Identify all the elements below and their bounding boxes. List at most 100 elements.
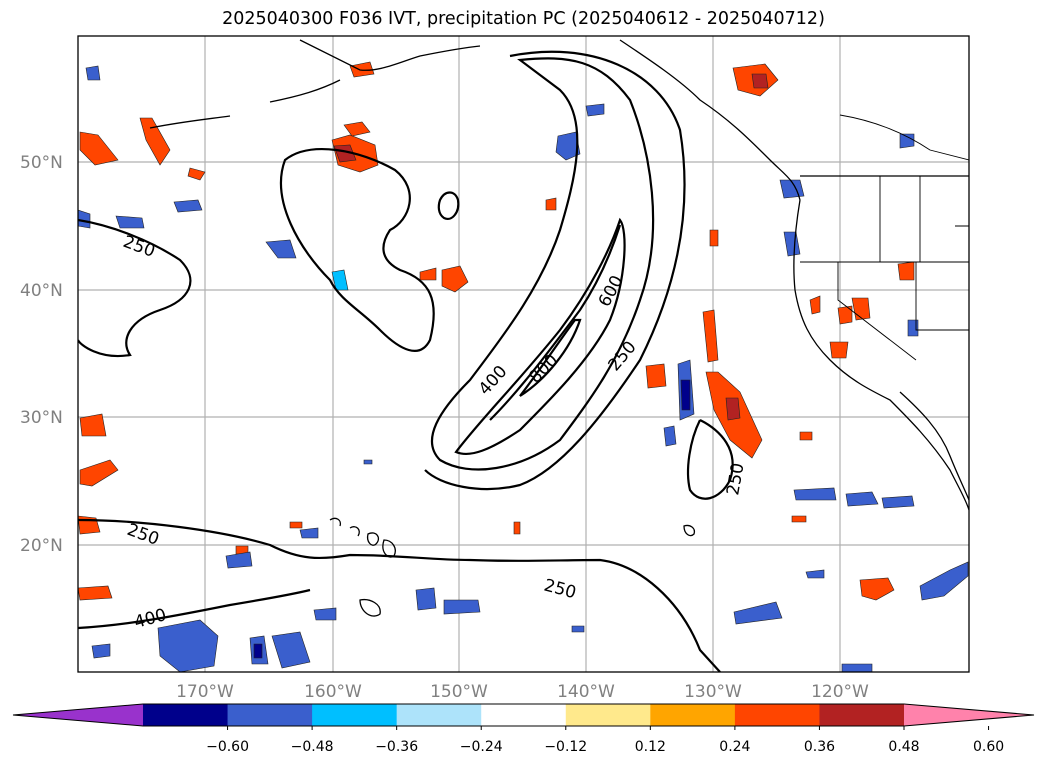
- precip-patch: [441, 265, 469, 293]
- lat-axis: 50°N 40°N 30°N 20°N: [20, 153, 63, 556]
- ivt-contour-400-sw: [78, 588, 311, 630]
- map-area: [78, 36, 969, 672]
- colorbar-tick-label: 0.48: [888, 739, 919, 755]
- precip-patch: [919, 561, 969, 601]
- precip-patch: [897, 261, 915, 281]
- precip-patch: [907, 319, 919, 337]
- precip-patch: [299, 527, 319, 539]
- precip-patch: [663, 425, 677, 447]
- precip-patch: [513, 521, 521, 535]
- ivt-contour-250-far-west: [78, 218, 192, 358]
- precip-patch: [555, 131, 581, 161]
- lon-tick-label: 130°W: [684, 682, 742, 702]
- precip-patch: [702, 309, 719, 363]
- colorbar-extend-min: [13, 704, 143, 726]
- precip-patch: [79, 459, 119, 487]
- precip-patch: [173, 199, 203, 213]
- precip-patch: [841, 663, 873, 672]
- precip-patch: [78, 209, 91, 229]
- hawaii-islands: [329, 517, 696, 617]
- gridlines: [78, 36, 969, 672]
- colorbar-tick-label: −0.12: [544, 739, 587, 755]
- colorbar-tick-label: −0.60: [206, 739, 249, 755]
- precip-patch: [899, 133, 915, 149]
- colorbar-tick-label: 0.60: [973, 739, 1004, 755]
- precip-patch: [793, 487, 837, 501]
- colorbar-segment: [819, 704, 905, 726]
- colorbar-tick-label: −0.24: [460, 739, 503, 755]
- ivt-contour-250-sw: [78, 518, 721, 672]
- precip-patch: [343, 121, 371, 137]
- precip-patch: [271, 631, 311, 669]
- precip-patch: [225, 551, 253, 569]
- precip-patch: [733, 601, 783, 625]
- lat-tick-label: 20°N: [20, 536, 63, 556]
- lon-tick-label: 120°W: [811, 682, 869, 702]
- ivt-contour-250-b: [424, 50, 686, 491]
- precip-patch: [313, 607, 337, 621]
- alaska-coast: [149, 39, 481, 129]
- map-frame: [77, 35, 970, 673]
- precip-negative-patches: [78, 65, 969, 672]
- colorbar-tick-label: 0.24: [719, 739, 750, 755]
- colorbar-tick-label: 0.36: [804, 739, 835, 755]
- precip-patch: [709, 229, 719, 247]
- lon-tick-label: 150°W: [430, 682, 488, 702]
- precip-patch: [791, 515, 807, 523]
- precip-patch: [783, 231, 801, 257]
- lat-tick-label: 30°N: [20, 408, 63, 428]
- colorbar-segment: [312, 704, 398, 726]
- precip-patch: [115, 215, 145, 229]
- lon-tick-label: 160°W: [304, 682, 362, 702]
- colorbar-segment: [650, 704, 736, 726]
- us-west-coast: [793, 199, 969, 511]
- ivt-contour-small: [437, 191, 460, 220]
- precip-patch: [85, 65, 101, 81]
- precip-patch: [725, 397, 741, 421]
- precip-patch: [545, 197, 557, 211]
- precip-patch: [571, 625, 585, 633]
- precip-patch: [91, 643, 111, 659]
- precip-patch: [859, 577, 895, 601]
- precip-patch: [289, 521, 303, 529]
- precip-patch: [751, 73, 769, 89]
- ivt-contour-250-west: [279, 148, 435, 352]
- precip-patch: [805, 569, 825, 579]
- precip-patch: [645, 363, 667, 389]
- precip-patch: [79, 131, 119, 166]
- ivt-contour-600: [489, 224, 622, 421]
- precip-positive-patches: [78, 61, 915, 601]
- coastlines: [149, 39, 969, 511]
- precip-patch: [78, 585, 113, 601]
- colorbar: −0.60 −0.48 −0.36 −0.24 −0.12 0.12 0.24 0.36 0.4…: [12, 703, 1035, 755]
- ivt-contour-400: [454, 217, 626, 456]
- colorbar-segment: [227, 704, 313, 726]
- precip-patch: [333, 144, 357, 163]
- precip-patch: [253, 643, 263, 659]
- precip-patch: [139, 117, 171, 166]
- precip-patch: [79, 413, 107, 437]
- precip-patch: [443, 599, 481, 615]
- lat-tick-label: 50°N: [20, 153, 63, 173]
- precip-patch: [187, 167, 206, 181]
- precip-patch: [809, 295, 821, 315]
- baja-coast: [899, 391, 969, 501]
- ivt-contour-250-north: [430, 57, 655, 471]
- precip-patch: [680, 379, 691, 411]
- colorbar-extend-max: [904, 704, 1034, 726]
- colorbar-segment: [565, 704, 651, 726]
- precip-patch: [265, 239, 297, 259]
- colorbar-tick-label: 0.12: [635, 739, 666, 755]
- precip-patch: [881, 495, 915, 509]
- colorbar-segment: [734, 704, 820, 726]
- ivt-contours: [78, 50, 734, 672]
- colorbar-segment: [396, 704, 482, 726]
- colorbar-tick-label: −0.36: [375, 739, 418, 755]
- precip-patch: [349, 61, 375, 78]
- bc-coast: [619, 39, 801, 201]
- precip-patch: [363, 459, 373, 465]
- precip-patch: [845, 491, 879, 507]
- precip-patch: [585, 103, 605, 117]
- precip-patch: [331, 269, 349, 291]
